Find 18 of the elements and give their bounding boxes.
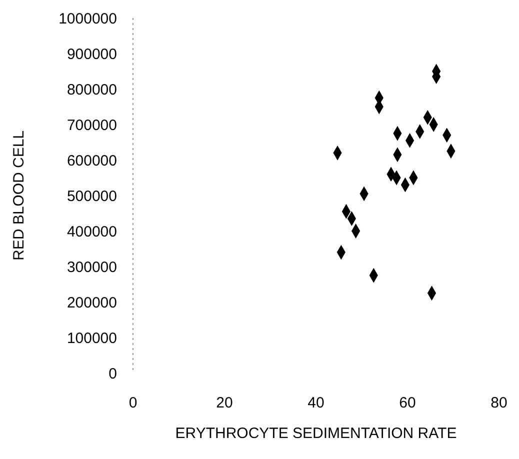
x-tick-label: 40 bbox=[308, 394, 324, 412]
y-tick-label: 900000 bbox=[66, 46, 117, 63]
x-tick-label: 20 bbox=[216, 394, 233, 412]
y-tick-label: 500000 bbox=[66, 188, 117, 205]
y-tick-label: 200000 bbox=[66, 294, 117, 312]
x-axis-title: ERYTHROCYTE SEDIMENTATION RATE bbox=[175, 425, 457, 442]
y-tick-label: 0 bbox=[108, 365, 117, 382]
y-tick-label: 400000 bbox=[66, 223, 117, 240]
y-axis-title: RED BLOOD CELL bbox=[10, 130, 28, 261]
x-tick-label: 0 bbox=[128, 394, 138, 412]
y-tick-label: 700000 bbox=[66, 116, 117, 134]
y-tick-label: 800000 bbox=[66, 81, 117, 98]
y-tick-label: 300000 bbox=[66, 258, 117, 276]
y-tick-label: 600000 bbox=[66, 152, 117, 170]
x-tick-label: 60 bbox=[399, 394, 416, 412]
y-tick-label: 1000000 bbox=[58, 10, 117, 28]
y-tick-label: 100000 bbox=[66, 330, 117, 347]
x-tick-label: 80 bbox=[490, 394, 508, 412]
